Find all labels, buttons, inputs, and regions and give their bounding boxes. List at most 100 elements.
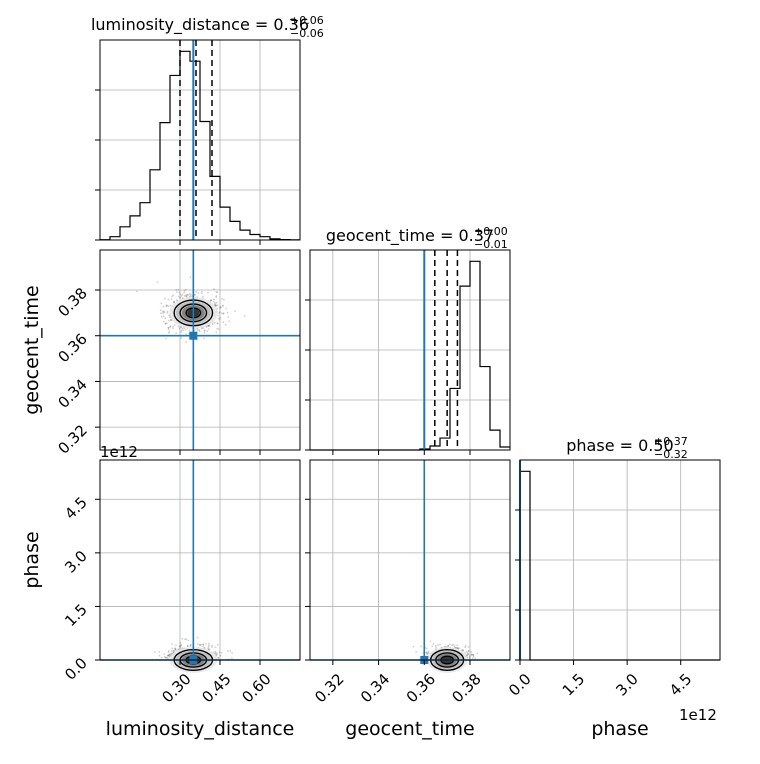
sample-point	[415, 651, 418, 653]
sample-point	[231, 657, 233, 659]
sample-point	[168, 319, 171, 322]
sample-point	[172, 649, 175, 652]
sample-point	[199, 644, 201, 647]
sample-point	[196, 329, 199, 332]
sample-point	[214, 304, 217, 307]
sample-point	[181, 637, 184, 640]
sample-point	[213, 288, 215, 291]
sample-point	[221, 297, 223, 300]
sample-point	[219, 306, 222, 308]
sample-point	[169, 653, 172, 656]
sample-point	[182, 329, 185, 332]
histogram-steps	[99, 50, 300, 241]
sample-point	[170, 298, 173, 300]
y-tick-label: 0.36	[54, 330, 90, 366]
sample-point	[219, 316, 222, 319]
sample-point	[207, 642, 210, 645]
sample-point	[177, 288, 180, 291]
sample-point	[470, 654, 473, 656]
sample-point	[160, 316, 163, 318]
x-tick-label: 0.36	[403, 670, 439, 706]
sample-point	[173, 324, 176, 326]
sample-point	[426, 653, 429, 655]
sample-point	[217, 314, 220, 317]
sample-point	[469, 655, 471, 657]
sample-point	[206, 330, 209, 332]
panel-frame	[99, 459, 301, 661]
sample-point	[215, 654, 218, 656]
sample-point	[452, 643, 455, 646]
sample-point	[164, 297, 166, 300]
sample-point	[183, 292, 186, 294]
sample-point	[207, 325, 210, 328]
sample-point	[209, 299, 212, 302]
sample-point	[156, 281, 159, 283]
sample-point	[214, 646, 217, 649]
sample-point	[472, 654, 475, 657]
sample-point	[205, 326, 208, 328]
sample-point	[222, 321, 225, 324]
sample-point	[136, 290, 138, 293]
sample-point	[211, 644, 214, 647]
sample-point	[203, 337, 205, 340]
sample-point	[426, 651, 428, 654]
sample-point	[215, 651, 217, 654]
sample-point	[179, 641, 182, 644]
sample-point	[214, 303, 217, 306]
sample-point	[158, 654, 161, 657]
sample-point	[189, 276, 192, 279]
sample-point	[215, 331, 218, 334]
sample-point	[420, 645, 423, 648]
sample-point	[177, 648, 179, 651]
sample-point	[166, 304, 169, 307]
sample-point	[165, 656, 167, 659]
sample-point	[203, 329, 206, 332]
sample-point	[425, 651, 428, 654]
sample-point	[467, 653, 469, 656]
sample-point	[197, 643, 199, 646]
sample-point	[221, 305, 224, 307]
sample-point	[190, 293, 192, 296]
sample-point	[160, 656, 163, 659]
sample-point	[229, 650, 232, 652]
sample-point	[471, 657, 474, 659]
sample-point	[462, 650, 464, 652]
x-tick-label: 0.30	[158, 670, 194, 706]
sample-point	[461, 648, 464, 651]
sample-point	[425, 647, 428, 650]
sample-point	[427, 651, 430, 654]
sample-point	[217, 657, 220, 659]
sample-point	[467, 649, 470, 652]
sample-point	[434, 644, 437, 647]
sample-point	[465, 650, 468, 653]
sample-point	[202, 643, 205, 646]
sample-point	[166, 654, 169, 657]
sample-point	[166, 656, 169, 659]
sample-point	[431, 645, 434, 648]
panel-luminosity-distance-hist	[95, 39, 301, 245]
sample-point	[220, 306, 223, 309]
sample-point	[476, 652, 479, 655]
title-geocent-time-sub: −0.01	[474, 238, 508, 251]
sample-point	[208, 644, 210, 647]
sample-point	[180, 336, 182, 339]
sample-point	[166, 310, 169, 313]
sample-point	[243, 315, 246, 318]
sample-point	[179, 645, 181, 648]
sample-point	[180, 331, 183, 334]
truth-marker	[189, 331, 198, 340]
sample-point	[153, 651, 156, 653]
sample-point	[175, 332, 178, 334]
sample-point	[169, 319, 172, 321]
sample-point	[464, 652, 467, 654]
sample-point	[178, 327, 181, 330]
sample-point	[435, 646, 437, 649]
x-tick-label: 1.5	[559, 670, 589, 700]
sample-point	[172, 327, 174, 330]
panel-phase-hist	[515, 459, 721, 665]
sample-point	[198, 643, 201, 646]
sample-point	[448, 643, 451, 646]
sample-point	[169, 304, 172, 307]
sample-point	[219, 307, 221, 309]
sample-point	[227, 650, 229, 653]
